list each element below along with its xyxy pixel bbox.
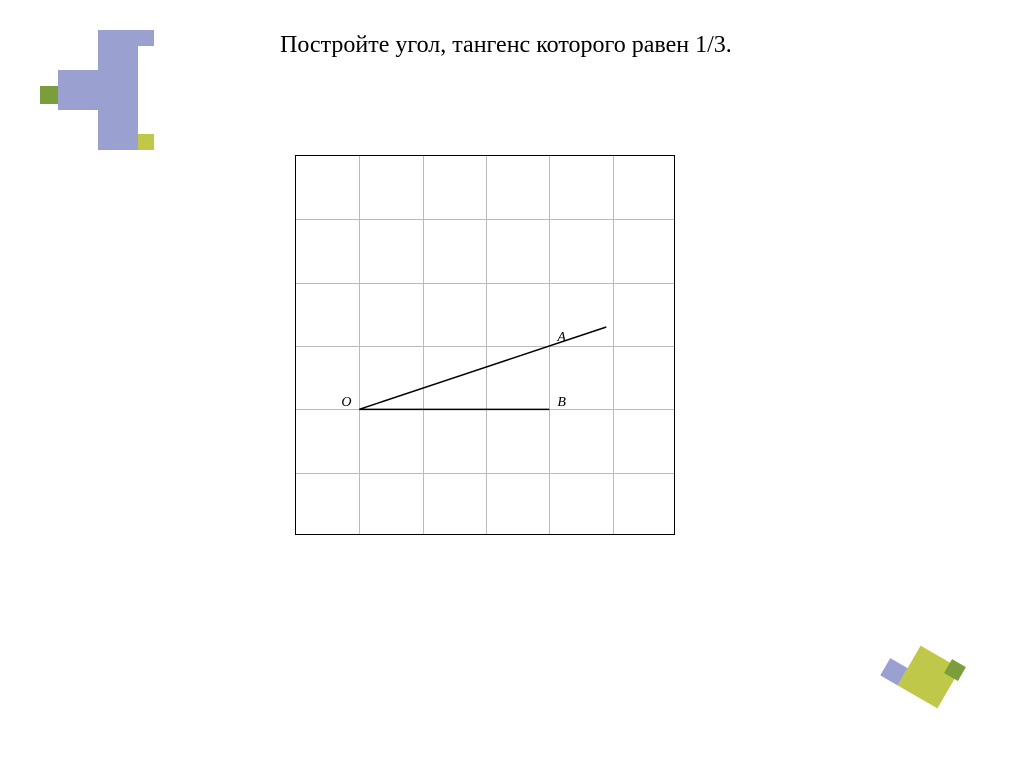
decoration-top-left <box>40 30 170 165</box>
point-label-o: O <box>341 395 351 411</box>
angle-diagram-svg <box>296 156 676 536</box>
point-label-b: B <box>557 395 566 411</box>
diagram-grid: O B A <box>295 155 675 535</box>
decoration-rotated-svg <box>874 622 984 732</box>
decoration-squares-svg <box>40 30 170 160</box>
decoration-bottom-right <box>874 622 984 737</box>
point-label-a: A <box>557 330 566 346</box>
page-title: Постройте угол, тангенс которого равен 1… <box>280 32 732 59</box>
